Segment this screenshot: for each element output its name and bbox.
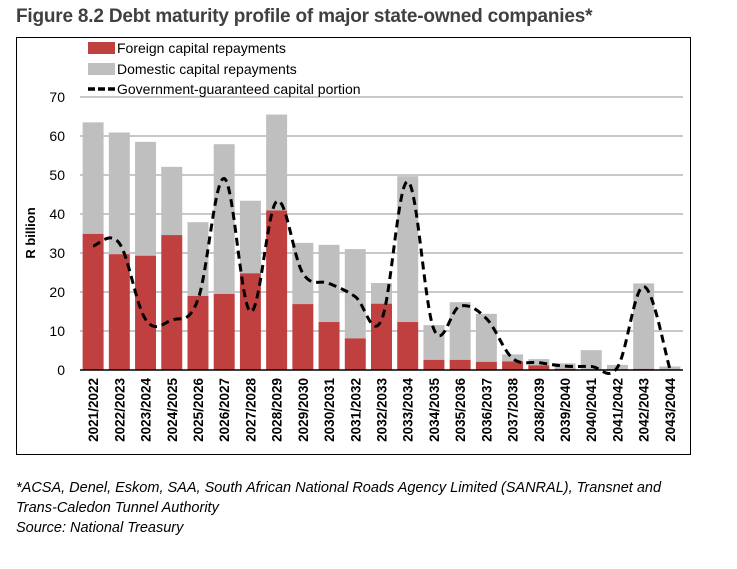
x-tick-label: 2040/2041 (584, 378, 599, 442)
x-tick-label: 2028/2029 (270, 378, 285, 442)
bar-foreign (502, 361, 524, 370)
bar-domestic (82, 122, 104, 234)
bar-domestic (213, 144, 235, 294)
x-tick-label: 2032/2033 (375, 378, 390, 442)
bar-domestic (108, 132, 130, 255)
legend-label-domestic: Domestic capital repayments (117, 61, 297, 77)
bar-foreign (292, 304, 314, 370)
source-note: Source: National Treasury (16, 520, 184, 536)
bar-foreign (528, 365, 550, 370)
chart-frame (16, 37, 691, 455)
guaranteed-line-layer (92, 177, 672, 375)
y-tick-label: 30 (49, 245, 65, 261)
bar-domestic (554, 363, 576, 369)
y-tick-label: 10 (49, 323, 65, 339)
y-axis-ticks: 0 10 20 30 40 50 60 70 (49, 89, 65, 378)
y-tick-label: 40 (49, 206, 65, 222)
y-tick-label: 0 (57, 362, 65, 378)
x-tick-label: 2031/2032 (348, 378, 363, 442)
x-tick-label: 2021/2022 (86, 378, 101, 442)
x-tick-label: 2022/2023 (112, 378, 127, 442)
x-tick-label: 2030/2031 (322, 378, 337, 442)
bar-domestic (292, 242, 314, 305)
y-tick-label: 50 (49, 167, 65, 183)
x-tick-label: 2036/2037 (479, 378, 494, 442)
bars (82, 114, 681, 370)
x-tick-label: 2038/2039 (532, 378, 547, 442)
x-tick-label: 2043/2044 (663, 378, 678, 442)
bar-domestic (423, 325, 445, 360)
bar-domestic (344, 249, 366, 339)
x-tick-label: 2025/2026 (191, 378, 206, 442)
x-tick-label: 2026/2027 (217, 378, 232, 442)
bar-domestic (580, 350, 602, 370)
bar-foreign (135, 255, 157, 370)
y-tick-label: 60 (49, 128, 65, 144)
bar-domestic (135, 141, 157, 256)
bar-foreign (161, 235, 183, 370)
guaranteed-line (92, 177, 672, 375)
bar-domestic (397, 176, 419, 323)
y-axis-label: R billion (23, 207, 38, 258)
x-axis-ticks: 2021/2022 2022/2023 2023/2024 2024/2025 2025… (86, 378, 678, 442)
bar-foreign (423, 359, 445, 370)
legend: Foreign capital repayments Domestic capi… (88, 40, 361, 97)
bar-domestic (266, 114, 288, 211)
legend-swatch-foreign (88, 42, 115, 54)
bar-foreign (266, 210, 288, 370)
bar-domestic (239, 200, 261, 274)
x-tick-label: 2033/2034 (401, 378, 416, 442)
bar-foreign (475, 361, 497, 370)
x-tick-label: 2029/2030 (296, 378, 311, 442)
bar-foreign (344, 338, 366, 370)
legend-label-guaranteed: Government-guaranteed capital portion (117, 81, 361, 97)
x-tick-label: 2037/2038 (506, 378, 521, 442)
bar-domestic (502, 354, 524, 362)
x-tick-label: 2024/2025 (165, 378, 180, 442)
footnote: *ACSA, Denel, Eskom, SAA, South African … (16, 478, 661, 538)
bar-foreign (449, 359, 471, 370)
x-tick-label: 2035/2036 (453, 378, 468, 442)
bar-foreign (397, 322, 419, 370)
footnote-line-2: Trans-Caledon Tunnel Authority (16, 500, 219, 516)
x-tick-label: 2027/2028 (243, 378, 258, 442)
bar-foreign (213, 293, 235, 370)
bar-domestic (187, 222, 209, 296)
x-tick-label: 2034/2035 (427, 378, 442, 442)
bar-domestic (528, 359, 550, 366)
x-tick-label: 2041/2042 (610, 378, 625, 442)
bar-domestic (475, 313, 497, 362)
bar-domestic (318, 244, 340, 323)
figure-title: Figure 8.2 Debt maturity profile of majo… (16, 6, 593, 27)
bar-foreign (108, 254, 130, 370)
bar-foreign (187, 295, 209, 370)
bar-domestic (449, 302, 471, 360)
footnote-line-1: *ACSA, Denel, Eskom, SAA, South African … (16, 480, 662, 496)
bar-domestic (633, 283, 655, 369)
x-tick-label: 2023/2024 (139, 378, 154, 442)
bar-domestic (161, 166, 183, 236)
x-tick-label: 2042/2043 (637, 378, 652, 442)
legend-swatch-domestic (88, 63, 115, 75)
y-tick-label: 20 (49, 284, 65, 300)
bar-foreign (82, 233, 104, 370)
bar-foreign (371, 303, 392, 370)
bar-foreign (318, 322, 340, 370)
bar-foreign (239, 273, 261, 370)
x-tick-label: 2039/2040 (558, 378, 573, 442)
y-tick-label: 70 (49, 89, 65, 105)
legend-label-foreign: Foreign capital repayments (117, 40, 286, 56)
